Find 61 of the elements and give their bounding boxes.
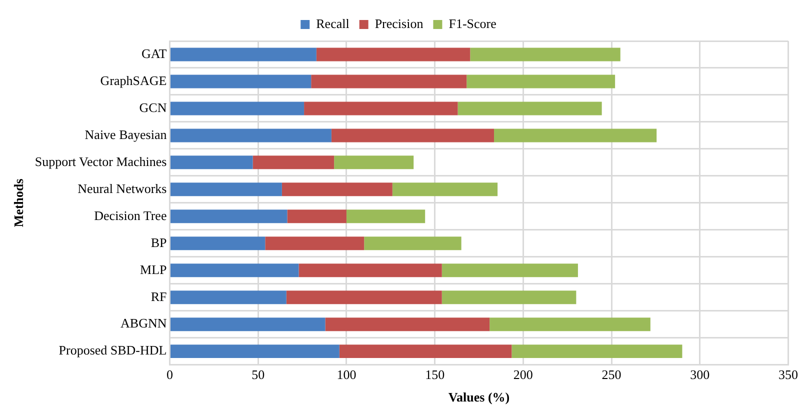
legend-label: Precision bbox=[374, 16, 424, 31]
bar bbox=[334, 156, 414, 170]
bar bbox=[298, 264, 442, 278]
bar bbox=[170, 290, 286, 304]
x-tick-label: 350 bbox=[778, 367, 798, 382]
bar bbox=[287, 210, 346, 224]
bar bbox=[442, 290, 576, 304]
bar bbox=[170, 318, 326, 332]
bar bbox=[325, 318, 490, 332]
x-tick-label: 200 bbox=[513, 367, 533, 382]
bar bbox=[252, 156, 334, 170]
bar bbox=[392, 182, 498, 196]
bar bbox=[170, 210, 288, 224]
bar bbox=[170, 344, 340, 358]
x-axis-title: Values (%) bbox=[448, 390, 510, 405]
bar bbox=[311, 74, 467, 88]
x-tick-label: 50 bbox=[252, 367, 265, 382]
y-tick-label: Decision Tree bbox=[94, 208, 167, 223]
y-tick-label: GCN bbox=[139, 100, 168, 115]
bar bbox=[282, 182, 392, 196]
bar bbox=[512, 344, 682, 358]
bar bbox=[170, 74, 312, 88]
x-tick-label: 0 bbox=[166, 367, 173, 382]
x-tick-label: 100 bbox=[336, 367, 356, 382]
bar bbox=[286, 290, 442, 304]
x-tick-label: 150 bbox=[425, 367, 445, 382]
y-tick-label: ABGNN bbox=[120, 316, 168, 331]
bar bbox=[265, 236, 364, 250]
bar bbox=[304, 102, 458, 116]
bar bbox=[316, 48, 470, 62]
x-tick-label: 300 bbox=[690, 367, 710, 382]
bar bbox=[458, 102, 602, 116]
bar bbox=[170, 182, 282, 196]
bar bbox=[490, 318, 650, 332]
y-tick-label: Support Vector Machines bbox=[34, 154, 167, 169]
bar bbox=[170, 128, 332, 142]
bar bbox=[442, 264, 578, 278]
y-tick-label: GraphSAGE bbox=[100, 72, 167, 88]
y-axis-title: Methods bbox=[11, 178, 26, 228]
legend-label: Recall bbox=[316, 16, 350, 31]
y-tick-label: GAT bbox=[141, 46, 167, 61]
legend-label: F1-Score bbox=[448, 16, 497, 31]
bar bbox=[470, 48, 620, 62]
bar bbox=[494, 128, 657, 142]
bar bbox=[170, 156, 253, 170]
y-tick-label: Proposed SBD-HDL bbox=[58, 342, 167, 358]
y-tick-label: Naive Bayesian bbox=[84, 126, 168, 142]
y-tick-label: MLP bbox=[140, 262, 167, 277]
bar bbox=[331, 128, 494, 142]
y-tick-label: RF bbox=[150, 288, 167, 304]
bar bbox=[466, 74, 616, 88]
y-tick-label: Neural Networks bbox=[78, 180, 167, 196]
bar bbox=[364, 236, 462, 250]
bar bbox=[170, 102, 304, 116]
y-tick-label: BP bbox=[150, 234, 167, 250]
bar bbox=[170, 264, 299, 278]
bar bbox=[170, 236, 266, 250]
bar bbox=[170, 48, 316, 62]
bar bbox=[346, 210, 426, 224]
x-tick-label: 250 bbox=[602, 367, 622, 382]
bar bbox=[339, 344, 512, 358]
